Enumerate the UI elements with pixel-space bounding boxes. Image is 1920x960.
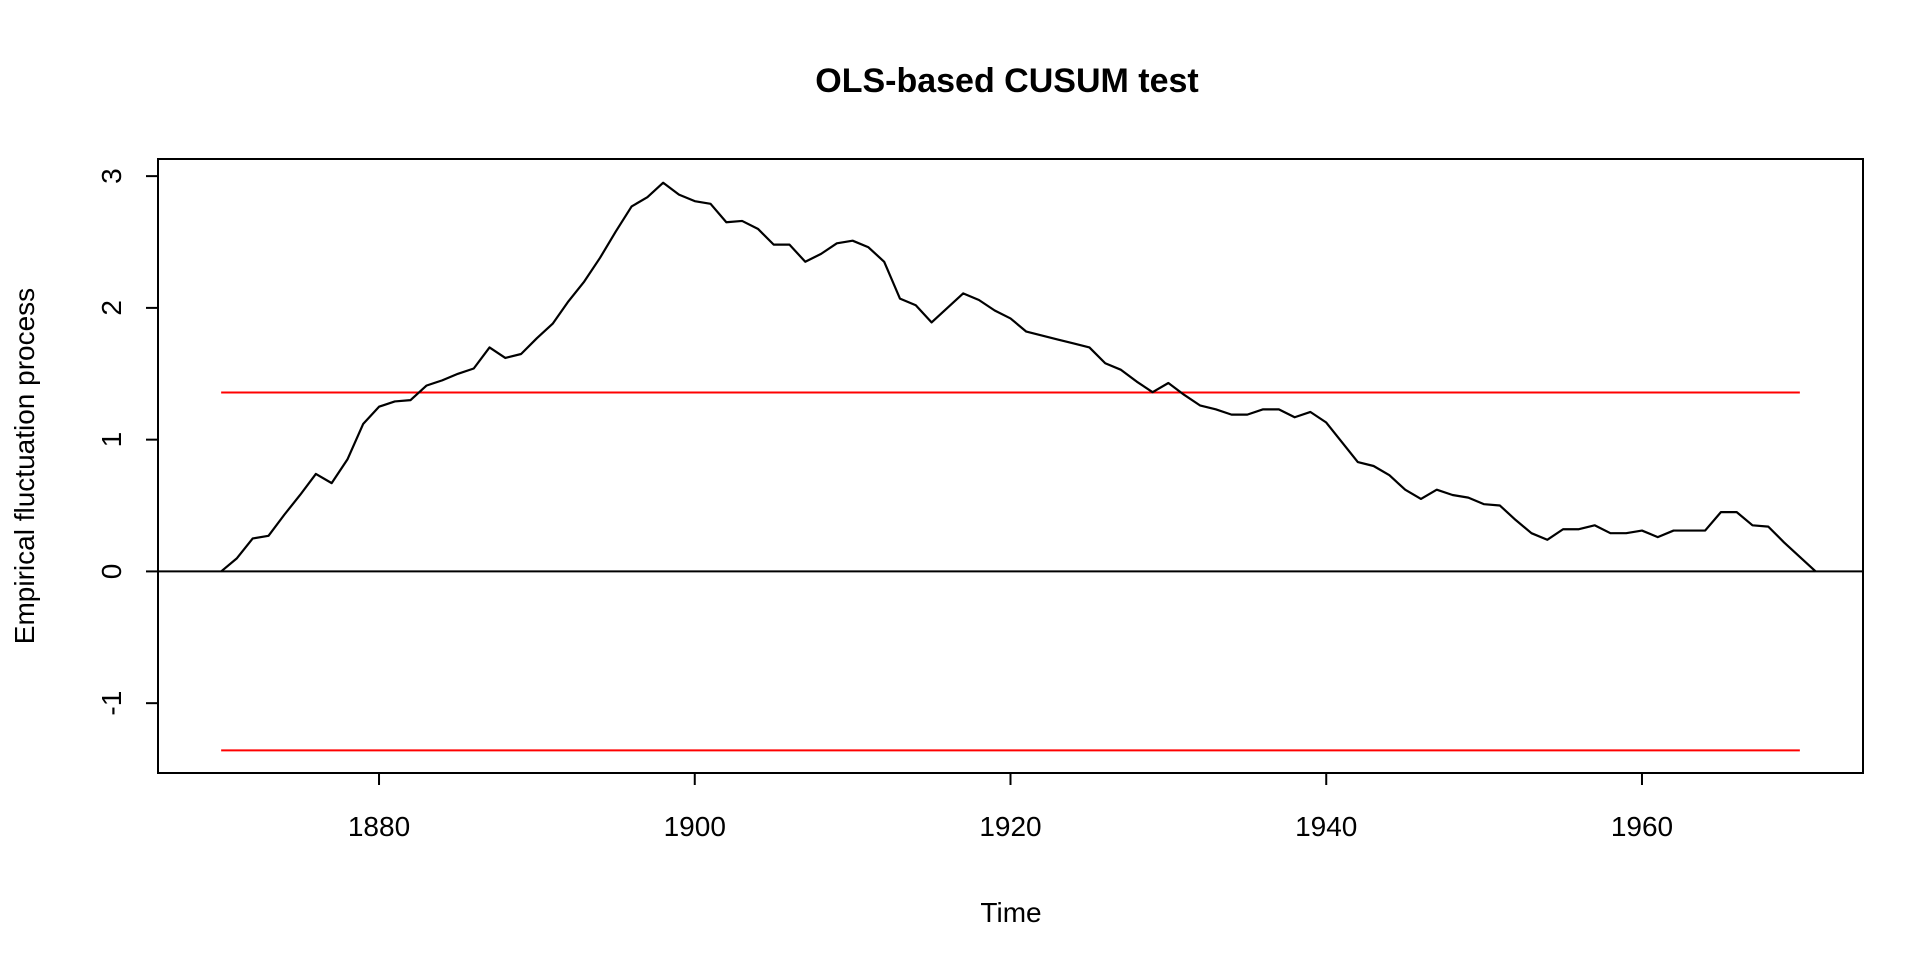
x-tick-label: 1900 [664,811,726,842]
x-tick-label: 1920 [979,811,1041,842]
x-tick-label: 1960 [1611,811,1673,842]
y-axis-label: Empirical fluctuation process [9,288,40,644]
plot-frame [157,158,1864,774]
fluctuation-process-line [220,181,1817,573]
x-tick-label: 1940 [1295,811,1357,842]
plot-area [158,181,1863,752]
x-axis: 1880 1900 1920 1940 1960 [348,772,1673,842]
chart-title: OLS-based CUSUM test [815,62,1199,100]
y-tick-label: 2 [96,300,127,316]
y-tick-label: 1 [96,432,127,448]
x-tick-label: 1880 [348,811,410,842]
y-tick-label: 3 [96,168,127,184]
y-axis: -1 0 1 2 3 [96,168,159,716]
x-axis-label: Time [980,897,1041,928]
y-tick-label: 0 [96,564,127,580]
y-tick-label: -1 [96,691,127,716]
